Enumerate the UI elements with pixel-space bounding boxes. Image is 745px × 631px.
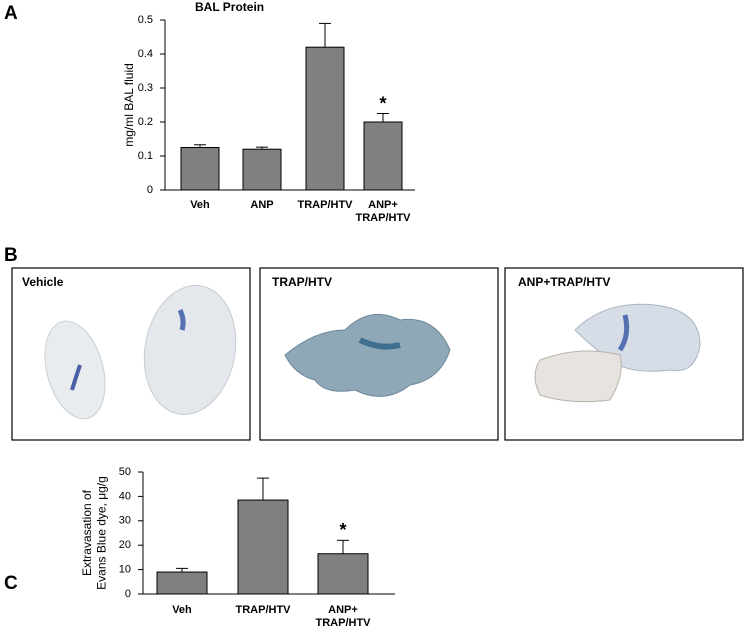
y-tick-label: 0.5: [138, 14, 153, 26]
bar: [237, 499, 289, 595]
photo-panel: Vehicle: [11, 267, 251, 441]
y-tick-label: 0.2: [138, 116, 153, 128]
bar: [305, 46, 345, 191]
y-axis-label: Extravasation ofEvans Blue dye, μg/g: [80, 476, 108, 590]
photo-label: ANP+TRAP/HTV: [518, 275, 610, 289]
y-tick-label: 0.4: [138, 48, 153, 60]
chart-title: BAL Protein: [195, 0, 264, 14]
photo-panel: TRAP/HTV: [259, 267, 499, 441]
photo-label: TRAP/HTV: [272, 275, 332, 289]
y-tick-label: 20: [119, 539, 131, 551]
panel-label: C: [4, 573, 18, 594]
bar: [363, 121, 403, 191]
x-tick-label: ANP+ TRAP/HTV: [316, 604, 372, 629]
y-tick-label: 0: [125, 588, 131, 600]
y-tick-label: 0: [147, 184, 153, 196]
x-tick-label: ANP: [250, 199, 273, 211]
y-tick-label: 30: [119, 515, 131, 527]
y-tick-label: 40: [119, 490, 131, 502]
panel-label: B: [4, 245, 18, 266]
x-tick-label: TRAP/HTV: [298, 199, 354, 211]
y-tick-label: 0.1: [138, 150, 153, 162]
x-tick-label: ANP+ TRAP/HTV: [356, 199, 412, 224]
bar: [317, 553, 369, 595]
annotation: *: [339, 520, 346, 540]
x-tick-label: Veh: [190, 199, 210, 211]
y-axis-label: mg/ml BAL fluid: [122, 63, 136, 147]
y-tick-label: 10: [119, 564, 131, 576]
photo-panel: ANP+TRAP/HTV: [504, 267, 744, 441]
y-tick-label: 0.3: [138, 82, 153, 94]
annotation: *: [379, 93, 386, 113]
bar: [180, 147, 220, 191]
x-tick-label: TRAP/HTV: [236, 604, 292, 616]
x-tick-label: Veh: [172, 604, 192, 616]
bar: [242, 148, 282, 191]
bar: [156, 571, 208, 595]
panel-label: A: [4, 3, 18, 24]
photo-label: Vehicle: [22, 275, 64, 289]
y-tick-label: 50: [119, 466, 131, 478]
